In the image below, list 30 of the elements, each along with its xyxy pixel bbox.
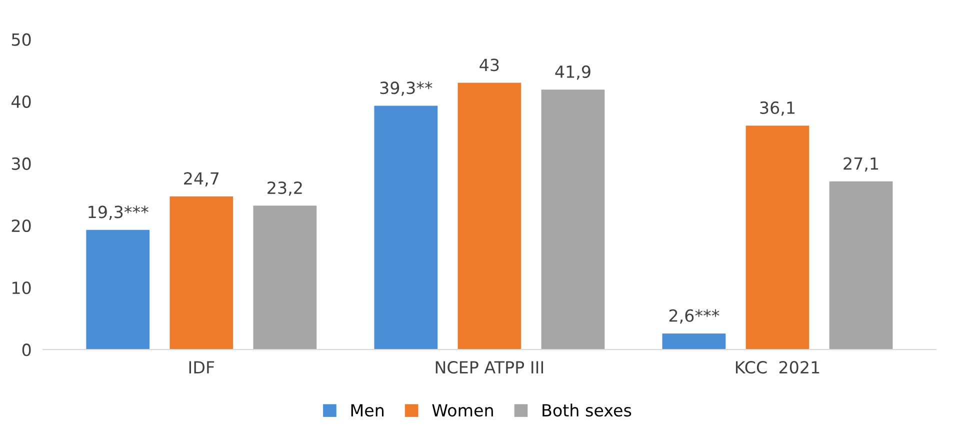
bar — [253, 206, 317, 350]
bar — [746, 126, 810, 350]
legend-label: Men — [351, 404, 384, 417]
legend-label: Women — [432, 404, 493, 417]
data-label: 27,1 — [844, 157, 878, 172]
data-label: 43 — [480, 58, 499, 72]
data-label: 2,6*** — [669, 309, 720, 324]
y-tick-label: 0 — [22, 344, 31, 356]
x-tick-label: NCEP ATPP III — [436, 361, 544, 374]
data-label: 39,3** — [380, 82, 432, 96]
y-tick-label: 50 — [12, 33, 31, 46]
y-tick-label: 10 — [12, 282, 31, 294]
x-tick-label: KCC 2021 — [736, 361, 820, 374]
data-label: 36,1 — [760, 101, 794, 116]
bar — [829, 181, 893, 350]
data-label: 24,7 — [184, 172, 219, 186]
data-label: 23,2 — [268, 181, 302, 196]
y-tick-label: 30 — [12, 157, 31, 170]
bar — [374, 106, 438, 350]
bar — [662, 333, 726, 350]
bar — [541, 90, 605, 350]
data-label: 19,3*** — [88, 206, 148, 220]
bar — [86, 230, 150, 350]
legend-label: Both sexes — [542, 404, 632, 417]
x-tick-label: IDF — [189, 361, 214, 374]
y-tick-label: 40 — [11, 95, 31, 108]
y-tick-label: 20 — [12, 219, 31, 232]
data-label: 41,9 — [555, 65, 590, 80]
bar — [170, 196, 234, 350]
bar — [458, 82, 522, 350]
